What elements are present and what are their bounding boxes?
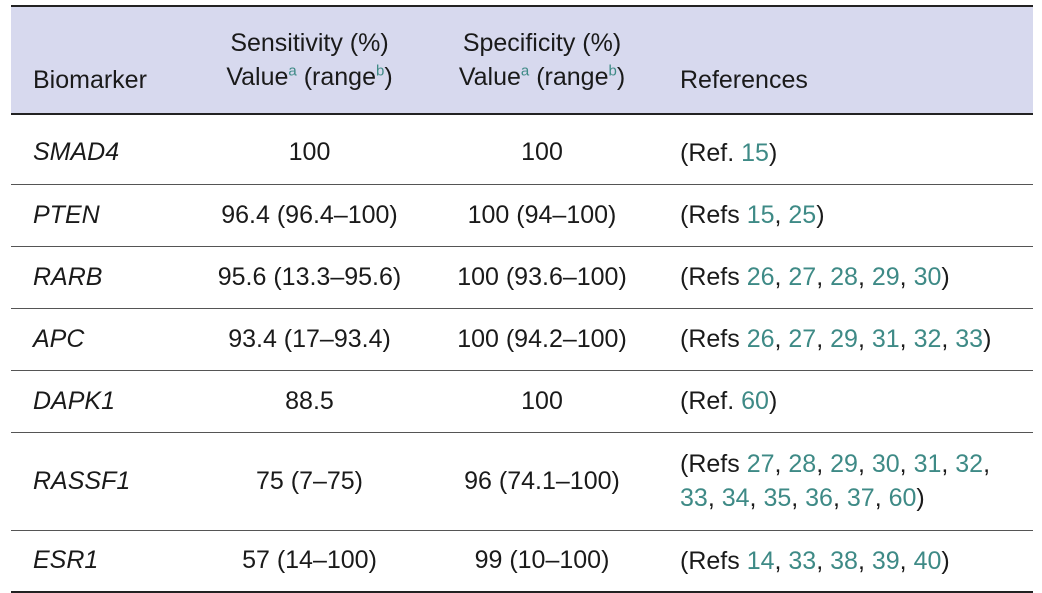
sensitivity-value: 93.4 (17–93.4) — [228, 324, 391, 353]
ref-prefix: (Refs — [680, 263, 740, 291]
biomarker-name: ESR1 — [33, 546, 99, 575]
reference-link[interactable]: 39 — [871, 546, 900, 575]
range-label: (range — [303, 63, 376, 91]
biomarker-name: APC — [33, 324, 85, 353]
reference-link[interactable]: 15 — [741, 138, 769, 167]
ref-prefix: (Ref. — [680, 387, 735, 415]
footnote-b: b — [608, 62, 617, 80]
reference-link[interactable]: 31 — [913, 450, 942, 478]
reference-link[interactable]: 27 — [788, 325, 817, 353]
col-header-specificity: Specificity (%) Valuea (rangeb) — [424, 6, 660, 114]
references-cell: (Refs 26, 27, 28, 29, 30) — [680, 263, 950, 291]
header-spacer — [11, 114, 1033, 122]
reference-link[interactable]: 33 — [788, 546, 817, 575]
biomarker-name: RARB — [33, 262, 103, 291]
reference-link[interactable]: 28 — [788, 450, 817, 478]
col-header-biomarker: Biomarker — [33, 66, 147, 94]
reference-link[interactable]: 33 — [680, 484, 708, 512]
table-row: RASSF1 75 (7–75) 96 (74.1–100) (Refs 27, 28… — [11, 432, 1033, 530]
reference-link[interactable]: 36 — [805, 484, 833, 512]
references-cell: (Refs 14, 33, 38, 39, 40) — [680, 546, 950, 575]
sensitivity-value: 75 (7–75) — [255, 466, 364, 495]
reference-link[interactable]: 26 — [746, 263, 775, 291]
reference-link[interactable]: 60 — [888, 484, 917, 512]
sensitivity-value: 95.6 (13.3–95.6) — [217, 262, 402, 291]
table-row: SMAD4 100 100 (Ref. 15) — [11, 122, 1033, 184]
table-body: SMAD4 100 100 (Ref. 15) PTEN 96.4 (96.4–100) 1… — [11, 114, 1033, 592]
references-cell: (Refs 26, 27, 29, 31, 32, 33) — [680, 325, 992, 353]
value-label: Value — [458, 63, 521, 91]
specificity-value: 100 — [521, 138, 563, 167]
value-label: Value — [226, 63, 289, 91]
reference-link[interactable]: 32 — [913, 325, 942, 353]
ref-prefix: (Refs — [680, 546, 740, 575]
reference-link[interactable]: 30 — [871, 450, 900, 478]
range-close: ) — [616, 63, 626, 91]
range-close: ) — [384, 63, 393, 91]
col-header-references: References — [680, 66, 808, 94]
biomarker-name: SMAD4 — [33, 138, 120, 167]
reference-link[interactable]: 33 — [955, 325, 984, 353]
biomarker-name: PTEN — [33, 200, 100, 229]
col-header-sensitivity: Sensitivity (%) Valuea (rangeb) — [195, 6, 424, 114]
references-cell: (Ref. 15) — [680, 138, 778, 167]
sensitivity-value: 57 (14–100) — [242, 546, 377, 575]
reference-link[interactable]: 28 — [830, 263, 858, 291]
ref-prefix: (Refs — [680, 450, 740, 478]
sensitivity-title: Sensitivity (%) — [230, 29, 389, 57]
ref-prefix: (Ref. — [680, 138, 735, 167]
specificity-value: 99 (10–100) — [474, 546, 610, 575]
reference-link[interactable]: 27 — [746, 450, 775, 478]
reference-link[interactable]: 40 — [913, 546, 942, 575]
range-label: (range — [536, 63, 609, 91]
table-row: DAPK1 88.5 100 (Ref. 60) — [11, 370, 1033, 432]
ref-prefix: (Refs — [680, 325, 740, 353]
specificity-value: 100 (93.6–100) — [457, 262, 627, 291]
reference-link[interactable]: 14 — [746, 546, 775, 575]
reference-link[interactable]: 32 — [955, 450, 984, 478]
reference-link[interactable]: 26 — [746, 325, 775, 353]
specificity-subtitle: Valuea (rangeb) — [436, 60, 648, 94]
reference-link[interactable]: 29 — [830, 450, 858, 478]
header-row: Biomarker Sensitivity (%) Valuea (rangeb… — [11, 6, 1033, 114]
reference-link[interactable]: 27 — [788, 263, 817, 291]
specificity-value: 100 (94.2–100) — [457, 324, 627, 353]
reference-link[interactable]: 29 — [871, 263, 900, 291]
ref-prefix: (Refs — [680, 201, 740, 229]
sensitivity-subtitle: Valuea (rangeb) — [207, 60, 412, 94]
table-row: ESR1 57 (14–100) 99 (10–100) (Refs 14, 33, … — [11, 530, 1033, 592]
specificity-value: 100 — [521, 386, 563, 415]
sensitivity-value: 88.5 — [285, 386, 334, 415]
biomarker-name: RASSF1 — [33, 466, 131, 495]
reference-link[interactable]: 37 — [846, 484, 875, 512]
reference-link[interactable]: 34 — [721, 484, 750, 512]
table-row: PTEN 96.4 (96.4–100) 100 (94–100) (Refs 15,… — [11, 184, 1033, 246]
footnote-b: b — [375, 62, 385, 80]
references-cell: (Refs 27, 28, 29, 30, 31, 32, 33, 34, 35… — [680, 450, 991, 512]
sensitivity-value: 100 — [288, 138, 331, 167]
reference-link[interactable]: 30 — [913, 263, 942, 291]
specificity-value: 96 (74.1–100) — [464, 466, 620, 495]
reference-link[interactable]: 31 — [871, 325, 900, 353]
reference-link[interactable]: 29 — [830, 325, 858, 353]
reference-link[interactable]: 25 — [788, 201, 817, 229]
sensitivity-value: 96.4 (96.4–100) — [221, 200, 398, 229]
references-cell: (Ref. 60) — [680, 387, 778, 415]
table-row: RARB 95.6 (13.3–95.6) 100 (93.6–100) (Refs … — [11, 246, 1033, 308]
footnote-a: a — [520, 62, 530, 80]
references-cell: (Refs 15, 25) — [680, 201, 825, 229]
specificity-value: 100 (94–100) — [467, 200, 617, 229]
specificity-title: Specificity (%) — [462, 29, 622, 57]
biomarker-name: DAPK1 — [33, 386, 115, 415]
reference-link[interactable]: 60 — [741, 387, 769, 415]
biomarker-table: Biomarker Sensitivity (%) Valuea (rangeb… — [11, 5, 1033, 593]
reference-link[interactable]: 35 — [763, 484, 792, 512]
table-row: APC 93.4 (17–93.4) 100 (94.2–100) (Refs 26,… — [11, 308, 1033, 370]
reference-link[interactable]: 15 — [746, 201, 775, 229]
reference-link[interactable]: 38 — [830, 546, 858, 575]
footnote-a: a — [288, 62, 297, 80]
